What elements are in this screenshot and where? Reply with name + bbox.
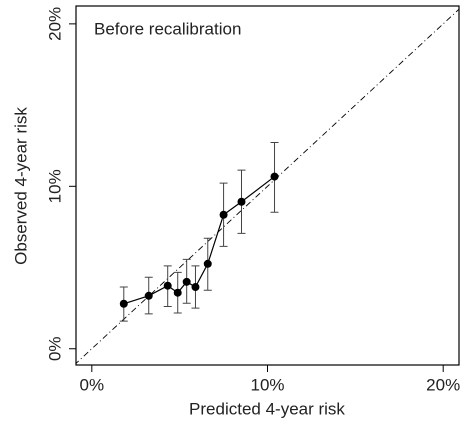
x-axis-label: Predicted 4-year risk [189,399,345,418]
reference-line [76,8,459,364]
point [182,277,191,286]
y-tick-label: 0% [45,336,64,361]
point [119,299,128,308]
x-tick-label: 10% [250,375,284,394]
connecting-line [123,176,275,305]
y-tick-label: 20% [45,7,64,41]
x-tick-label: 20% [426,375,460,394]
point [163,281,172,290]
point [191,283,200,292]
point [173,288,182,297]
point [270,172,279,181]
chart-title: Before recalibration [94,19,241,38]
plot-frame [75,5,460,366]
point [237,197,246,206]
y-axis-label: Observed 4-year risk [11,107,30,265]
point [203,259,212,268]
x-tick-label: 0% [80,375,105,394]
point [144,291,153,300]
point [219,210,228,219]
y-tick-label: 10% [45,169,64,203]
